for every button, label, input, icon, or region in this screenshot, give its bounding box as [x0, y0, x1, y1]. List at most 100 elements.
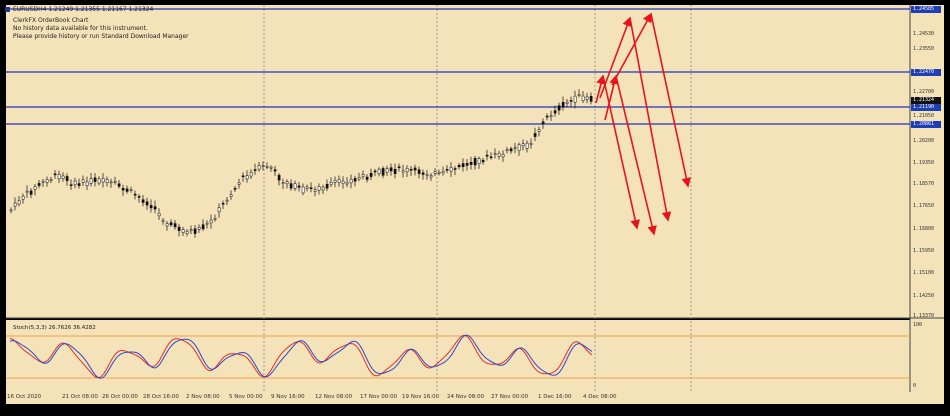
candle-body — [401, 170, 405, 173]
stoch-main-line — [9, 334, 593, 379]
candle-body — [553, 110, 557, 114]
candle-body — [205, 222, 209, 225]
candle-body — [21, 195, 25, 200]
candle-body — [29, 190, 33, 195]
candle-body — [389, 167, 393, 172]
price-tick: 1.19350 — [913, 160, 935, 166]
candle-body — [417, 169, 421, 174]
candle-body — [297, 185, 301, 188]
stoch-scale-bottom: 0 — [913, 383, 917, 389]
stoch-levels — [6, 335, 910, 379]
candle-body — [505, 149, 509, 152]
candle-body — [341, 180, 345, 184]
current-price-tag: 1.21324 — [911, 97, 941, 104]
symbol-icon — [5, 7, 10, 12]
candle-body — [317, 186, 321, 191]
candle-body — [477, 158, 481, 164]
candle-body — [217, 207, 221, 213]
candle-body — [113, 181, 117, 183]
candle-body — [89, 178, 93, 184]
candle-body — [133, 193, 137, 196]
candle-body — [33, 186, 37, 190]
candle-body — [41, 180, 45, 183]
candle-body — [425, 174, 429, 176]
stoch-label: Stoch(5,3,3) 26.7626 36.4282 — [13, 325, 96, 331]
candle-body — [381, 168, 385, 176]
candle-body — [161, 219, 165, 222]
candle-body — [565, 101, 569, 104]
candle-body — [589, 96, 593, 102]
candle-body — [573, 95, 577, 103]
time-label: 12 Nov 08:00 — [315, 394, 353, 400]
candle-body — [473, 157, 477, 166]
candle-body — [525, 142, 529, 149]
projection-arrow — [599, 16, 632, 99]
candle-body — [333, 180, 337, 183]
price-tick: 1.16800 — [913, 226, 935, 232]
candle-body — [173, 223, 177, 228]
candle-body — [125, 188, 129, 192]
candle-body — [37, 183, 41, 186]
candle-body — [357, 177, 361, 180]
candle-body — [537, 129, 541, 132]
candle-body — [405, 168, 409, 173]
time-label: 26 Oct 00:00 — [102, 394, 138, 400]
candle-body — [281, 182, 285, 185]
candle-body — [9, 209, 13, 212]
hline-price-tag: 1.20861 — [911, 121, 941, 128]
candle-body — [513, 147, 517, 149]
candle-body — [409, 168, 413, 171]
candle-body — [237, 182, 241, 185]
projection-arrow — [611, 12, 652, 86]
candle-body — [545, 115, 549, 118]
time-label: 2 Nov 08:00 — [186, 394, 220, 400]
price-tick: 1.18570 — [913, 181, 935, 187]
candle-body — [57, 174, 61, 180]
candle-body — [561, 102, 565, 108]
candle-body — [441, 171, 445, 174]
candle-body — [81, 179, 85, 183]
projection-arrow — [602, 75, 640, 230]
candle-body — [581, 95, 585, 101]
candle-body — [393, 168, 397, 174]
candle-body — [221, 202, 225, 205]
time-label: 1 Dec 16:00 — [538, 394, 572, 400]
time-label: 27 Nov 00:00 — [491, 394, 529, 400]
candle-body — [201, 224, 205, 230]
candle-body — [469, 162, 473, 165]
candle-body — [93, 177, 97, 182]
stoch-pane-background — [6, 320, 910, 392]
candle-body — [397, 166, 401, 169]
candle-body — [465, 163, 469, 166]
price-tick: 1.14250 — [913, 293, 935, 299]
price-tick: 1.15950 — [913, 248, 935, 254]
info-line: No history data available for this instr… — [13, 25, 148, 32]
arrows — [595, 12, 692, 236]
candle-body — [361, 174, 365, 177]
time-label: 17 Nov 00:00 — [360, 394, 398, 400]
candle-body — [261, 165, 265, 167]
candle-body — [521, 143, 525, 147]
candle-body — [285, 181, 289, 185]
stoch-lines — [9, 334, 593, 379]
candle-body — [277, 174, 281, 181]
candle-body — [137, 196, 141, 198]
time-label: 28 Oct 16:00 — [143, 394, 179, 400]
candle-body — [157, 213, 161, 217]
candle-body — [457, 164, 461, 168]
candle-body — [69, 184, 73, 186]
candle-body — [509, 148, 513, 152]
candle-body — [145, 201, 149, 206]
candle-body — [569, 100, 573, 102]
candle-body — [289, 183, 293, 189]
candle-body — [325, 184, 329, 189]
projection-arrow — [615, 75, 657, 236]
time-label: 5 Nov 00:00 — [229, 394, 263, 400]
candle-body — [585, 96, 589, 100]
candle-body — [329, 181, 333, 185]
candle-body — [429, 175, 433, 178]
candle-body — [349, 178, 353, 184]
candle-body — [309, 187, 313, 189]
